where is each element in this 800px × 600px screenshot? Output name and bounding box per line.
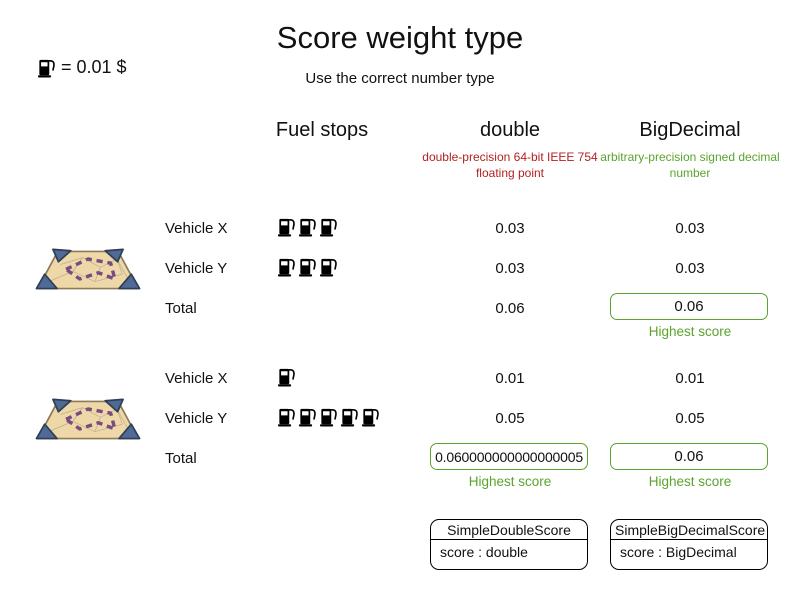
column-header-double: double: [479, 119, 541, 141]
fuel-pump-icon: [278, 258, 295, 277]
route-map-icon: [35, 248, 141, 290]
table-row: Vehicle X 0.01 0.01: [0, 367, 800, 392]
fuel-pump-icon: [320, 408, 337, 427]
fuel-pump-icon: [38, 59, 55, 78]
double-total-value: 0.060000000000000005: [435, 448, 583, 465]
uml-class-name: SimpleDoubleScore: [431, 520, 587, 540]
fuel-pump-icon: [362, 408, 379, 427]
double-value: 0.01: [495, 370, 525, 387]
column-header-fuel-stops: Fuel stops: [275, 119, 369, 141]
highest-score-note: Highest score: [468, 474, 552, 489]
double-description: double-precision 64-bit IEEE 754 floatin…: [422, 150, 598, 181]
highlighted-score-box: 0.06: [610, 293, 768, 320]
uml-class-name: SimpleBigDecimalScore: [611, 520, 767, 540]
fuel-stop-icons: [278, 407, 380, 427]
fuel-pump-icon: [320, 258, 337, 277]
fuel-pump-icon: [278, 218, 295, 237]
fuel-pump-icon: [299, 408, 316, 427]
bigdecimal-total-value: 0.06: [674, 448, 704, 465]
row-label: Vehicle X: [165, 370, 228, 387]
row-label: Vehicle X: [165, 220, 228, 237]
column-header-bigdecimal: BigDecimal: [639, 119, 741, 141]
fuel-pump-icon: [299, 258, 316, 277]
highlighted-score-box: 0.06: [610, 443, 768, 470]
fuel-pump-icon: [278, 368, 295, 387]
uml-class-attribute: score : BigDecimal: [620, 544, 737, 560]
bigdecimal-value: 0.01: [675, 370, 705, 387]
row-label: Vehicle Y: [165, 410, 228, 427]
bigdecimal-total-value: 0.06: [674, 298, 704, 315]
bigdecimal-value: 0.03: [675, 260, 705, 277]
uml-class-simple-double-score: SimpleDoubleScore score : double: [430, 519, 588, 570]
fuel-pump-icon: [299, 218, 316, 237]
fuel-pump-icon: [320, 218, 337, 237]
bigdecimal-value: 0.03: [675, 220, 705, 237]
double-total-value: 0.06: [495, 300, 525, 317]
row-label: Total: [165, 450, 197, 467]
row-label: Total: [165, 300, 197, 317]
page-subtitle: Use the correct number type: [305, 70, 495, 87]
fuel-stop-icons: [278, 367, 296, 387]
total-row: Total 0.060000000000000005 Highest score…: [0, 443, 800, 489]
legend-text: = 0.01 $: [61, 57, 127, 77]
highlighted-score-box: 0.060000000000000005: [430, 443, 588, 470]
row-label: Vehicle Y: [165, 260, 228, 277]
legend-pump-icons: [38, 58, 56, 78]
table-row: Vehicle X 0.03 0.03: [0, 217, 800, 242]
fuel-pump-icon: [341, 408, 358, 427]
bigdecimal-value: 0.05: [675, 410, 705, 427]
double-value: 0.05: [495, 410, 525, 427]
highest-score-note: Highest score: [648, 324, 732, 339]
legend: = 0.01 $: [38, 57, 127, 78]
bigdecimal-description: arbitrary-precision signed decimal numbe…: [600, 150, 780, 181]
table-row: Vehicle Y 0.03 0.03: [0, 257, 800, 282]
fuel-pump-icon: [278, 408, 295, 427]
page-title: Score weight type: [276, 20, 524, 55]
uml-class-simple-bigdecimal-score: SimpleBigDecimalScore score : BigDecimal: [610, 519, 768, 570]
fuel-stop-icons: [278, 217, 338, 237]
table-row: Vehicle Y 0.05 0.05: [0, 407, 800, 432]
uml-class-attribute: score : double: [440, 544, 528, 560]
fuel-stop-icons: [278, 257, 338, 277]
route-map-icon: [35, 398, 141, 440]
highest-score-note: Highest score: [648, 474, 732, 489]
double-value: 0.03: [495, 220, 525, 237]
total-row: Total 0.06 0.06 Highest score: [0, 293, 800, 339]
double-value: 0.03: [495, 260, 525, 277]
